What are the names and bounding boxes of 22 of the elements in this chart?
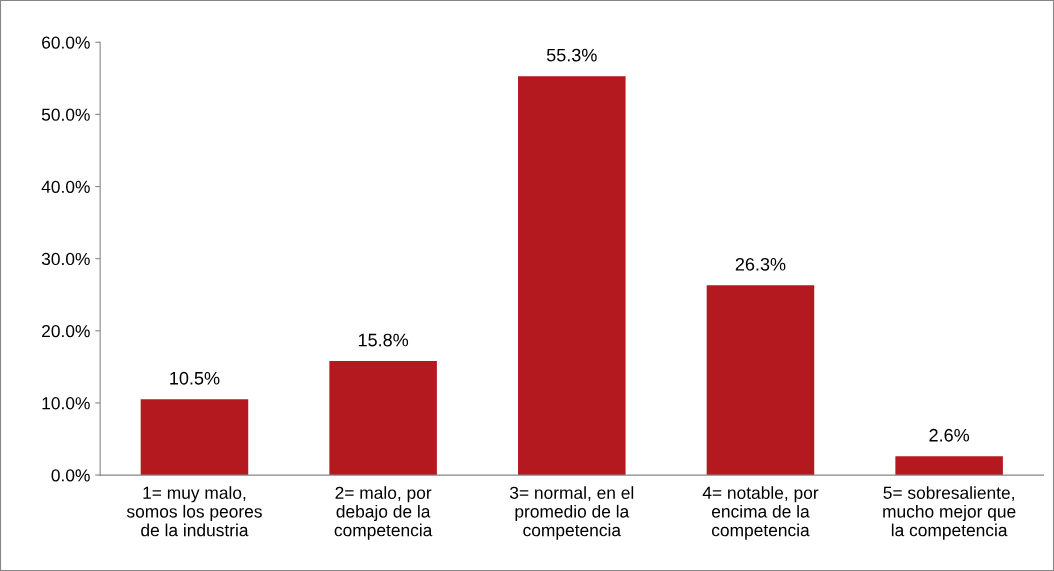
data-label: 10.5%: [170, 371, 220, 385]
bar: [140, 399, 249, 476]
bar: [706, 285, 815, 476]
data-label: 2.6%: [929, 428, 970, 442]
data-label: 26.3%: [735, 257, 786, 271]
bar: [895, 456, 1003, 476]
y-tick-label: 20.0%: [42, 324, 90, 338]
y-tick-label: 30.0%: [41, 252, 90, 266]
y-tick-label: 40.0%: [41, 180, 90, 193]
y-tick-label: 0.0%: [51, 469, 90, 482]
x-tick-label: 2= malo, por debajo de la competencia: [334, 486, 433, 540]
data-label: 55.3%: [546, 48, 597, 62]
x-tick-label: 4= notable, por encima de la competencia: [702, 486, 819, 540]
x-tick-label: 1= muy malo, somos los peores de la industria: [126, 486, 262, 537]
y-tick-label: 10.0%: [42, 397, 90, 410]
bar: [518, 76, 626, 476]
y-tick-label: 50.0%: [41, 108, 90, 121]
x-tick-label: 3= normal, en el promedio de la competencia: [509, 486, 634, 540]
y-tick-label: 60.0%: [42, 36, 90, 49]
data-label: 15.8%: [358, 333, 409, 347]
x-tick-label: 5= sobresaliente, mucho mejor que la competencia: [883, 486, 1016, 540]
bar: [329, 361, 437, 476]
